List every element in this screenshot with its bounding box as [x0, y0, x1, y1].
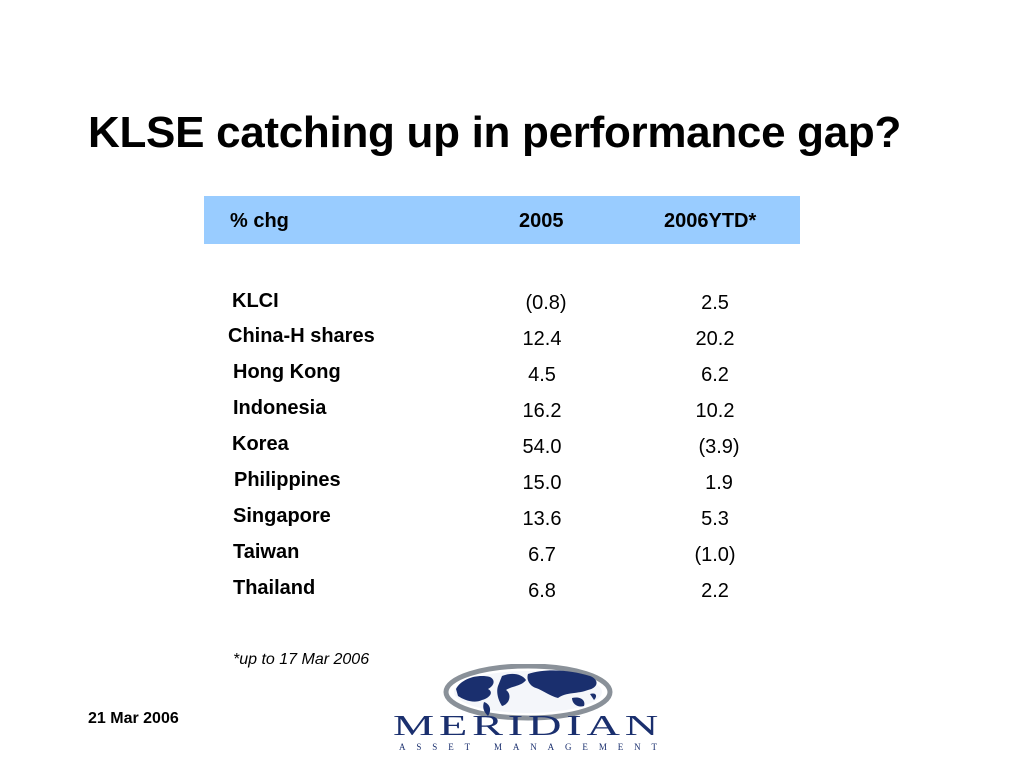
logo-name: MERIDIAN [393, 710, 663, 742]
market-name: Hong Kong [233, 361, 341, 383]
value-2006ytd: 10.2 [695, 400, 735, 422]
slide-title: KLSE catching up in performance gap? [88, 108, 902, 157]
table-row: Indonesia 16.2 10.2 [0, 396, 1024, 432]
market-name: KLCI [232, 290, 279, 312]
table-row: Taiwan 6.7 (1.0) [0, 540, 1024, 576]
table-header-row: % chg 2005 2006YTD* [204, 196, 800, 244]
table-row: KLCI (0.8) 2.5 [0, 288, 1024, 324]
value-2006ytd: (3.9) [698, 436, 740, 458]
header-2005: 2005 [519, 210, 564, 232]
market-name: Philippines [234, 469, 341, 491]
header-pct-chg: % chg [230, 210, 289, 232]
value-2006ytd: 6.2 [701, 364, 729, 386]
value-2006ytd: 2.5 [701, 292, 729, 314]
meridian-logo: MERIDIAN ASSET MANAGEMENT [393, 664, 663, 752]
value-2006ytd: 1.9 [705, 472, 733, 494]
value-2005: 6.8 [528, 580, 556, 602]
slide-date: 21 Mar 2006 [88, 710, 179, 727]
value-2006ytd: 5.3 [701, 508, 729, 530]
value-2005: 6.7 [528, 544, 556, 566]
globe-icon [443, 664, 613, 721]
table-row: Singapore 13.6 5.3 [0, 504, 1024, 540]
market-name: Taiwan [233, 541, 300, 563]
value-2005: 15.0 [522, 472, 562, 494]
table-row: China-H shares 12.4 20.2 [0, 324, 1024, 360]
table-row: Philippines 15.0 1.9 [0, 468, 1024, 504]
value-2005: 16.2 [522, 400, 562, 422]
value-2006ytd: 2.2 [701, 580, 729, 602]
footnote: *up to 17 Mar 2006 [233, 651, 370, 668]
value-2006ytd: 20.2 [695, 328, 735, 350]
value-2006ytd: (1.0) [694, 544, 736, 566]
value-2005: 4.5 [528, 364, 556, 386]
market-name: China-H shares [228, 325, 375, 347]
value-2005: 12.4 [522, 328, 562, 350]
market-name: Korea [232, 433, 289, 455]
market-name: Thailand [233, 577, 316, 599]
logo-tagline: ASSET MANAGEMENT [399, 742, 658, 752]
value-2005: 54.0 [522, 436, 562, 458]
header-2006ytd: 2006YTD* [664, 210, 757, 232]
market-name: Singapore [233, 505, 331, 527]
table-row: Korea 54.0 (3.9) [0, 432, 1024, 468]
value-2005: 13.6 [522, 508, 562, 530]
value-2005: (0.8) [525, 292, 567, 314]
table-row: Hong Kong 4.5 6.2 [0, 360, 1024, 396]
market-name: Indonesia [233, 397, 327, 419]
table-row: Thailand 6.8 2.2 [0, 576, 1024, 612]
